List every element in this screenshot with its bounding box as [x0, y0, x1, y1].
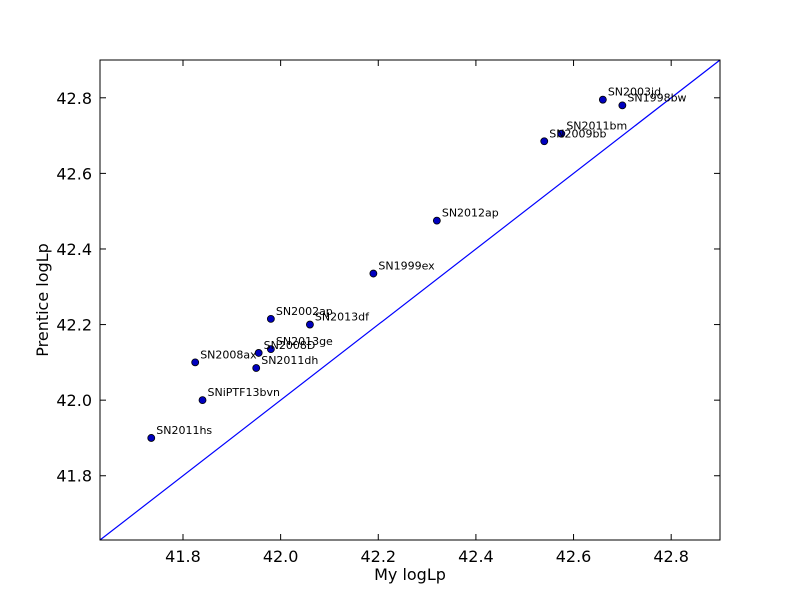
- x-tick-label: 42.0: [263, 547, 299, 566]
- data-point: [557, 129, 566, 138]
- data-point: [306, 320, 314, 329]
- data-point-label: SN2009bb: [549, 127, 606, 140]
- y-tick-label: 42.4: [56, 240, 92, 259]
- y-tick-label: 41.8: [56, 467, 92, 486]
- data-point: [266, 345, 275, 354]
- reference-line: [99, 59, 721, 541]
- data-point-label: SN2003jd: [608, 86, 661, 99]
- data-point: [191, 358, 200, 367]
- data-point: [618, 101, 627, 110]
- x-tick-label: 42.4: [458, 547, 494, 566]
- data-point-label: SN2011hs: [156, 424, 212, 437]
- data-point: [147, 434, 156, 442]
- x-tick-label: 42.6: [556, 547, 592, 566]
- x-axis-label: My logLp: [374, 565, 446, 584]
- y-tick-label: 42.0: [56, 391, 92, 410]
- x-tick-label: 42.2: [360, 547, 396, 566]
- data-point-label: SN1999ex: [378, 260, 435, 273]
- data-point: [369, 269, 378, 278]
- y-tick-label: 42.2: [56, 316, 92, 335]
- data-point-label: SN2012ap: [442, 207, 499, 220]
- data-point: [266, 314, 275, 323]
- y-tick-label: 42.6: [56, 164, 92, 183]
- data-point: [252, 364, 261, 372]
- data-point-label: SN2008ax: [200, 348, 257, 361]
- y-tick-label: 42.8: [56, 89, 92, 108]
- data-point: [432, 216, 441, 225]
- data-point: [598, 95, 607, 104]
- data-point: [254, 349, 263, 357]
- points-layer: [147, 95, 627, 442]
- data-point-label: SN2011dh: [261, 354, 318, 367]
- data-point: [198, 396, 207, 405]
- data-point-label: SN1998bw: [627, 91, 686, 104]
- data-point-label: SN2008D: [264, 339, 316, 352]
- data-point-label: SN2011bm: [566, 120, 627, 133]
- reference-line-layer: [99, 59, 721, 541]
- data-point-label: SN2013ge: [276, 335, 333, 348]
- data-point-label: SN2013df: [315, 311, 370, 324]
- data-point: [540, 137, 549, 146]
- y-axis-label: Prentice logLp: [33, 243, 52, 356]
- data-point-label: SNiPTF13bvn: [208, 386, 280, 399]
- x-tick-label: 41.8: [165, 547, 201, 566]
- ticks-layer: 41.8 42.0 42.2 42.4 42.6 42.8 41.8 42.0 42.2 42.4…: [56, 60, 720, 566]
- data-point-label: SN2002ap: [276, 305, 333, 318]
- plot-frame: [99, 59, 721, 541]
- x-tick-label: 42.8: [653, 547, 689, 566]
